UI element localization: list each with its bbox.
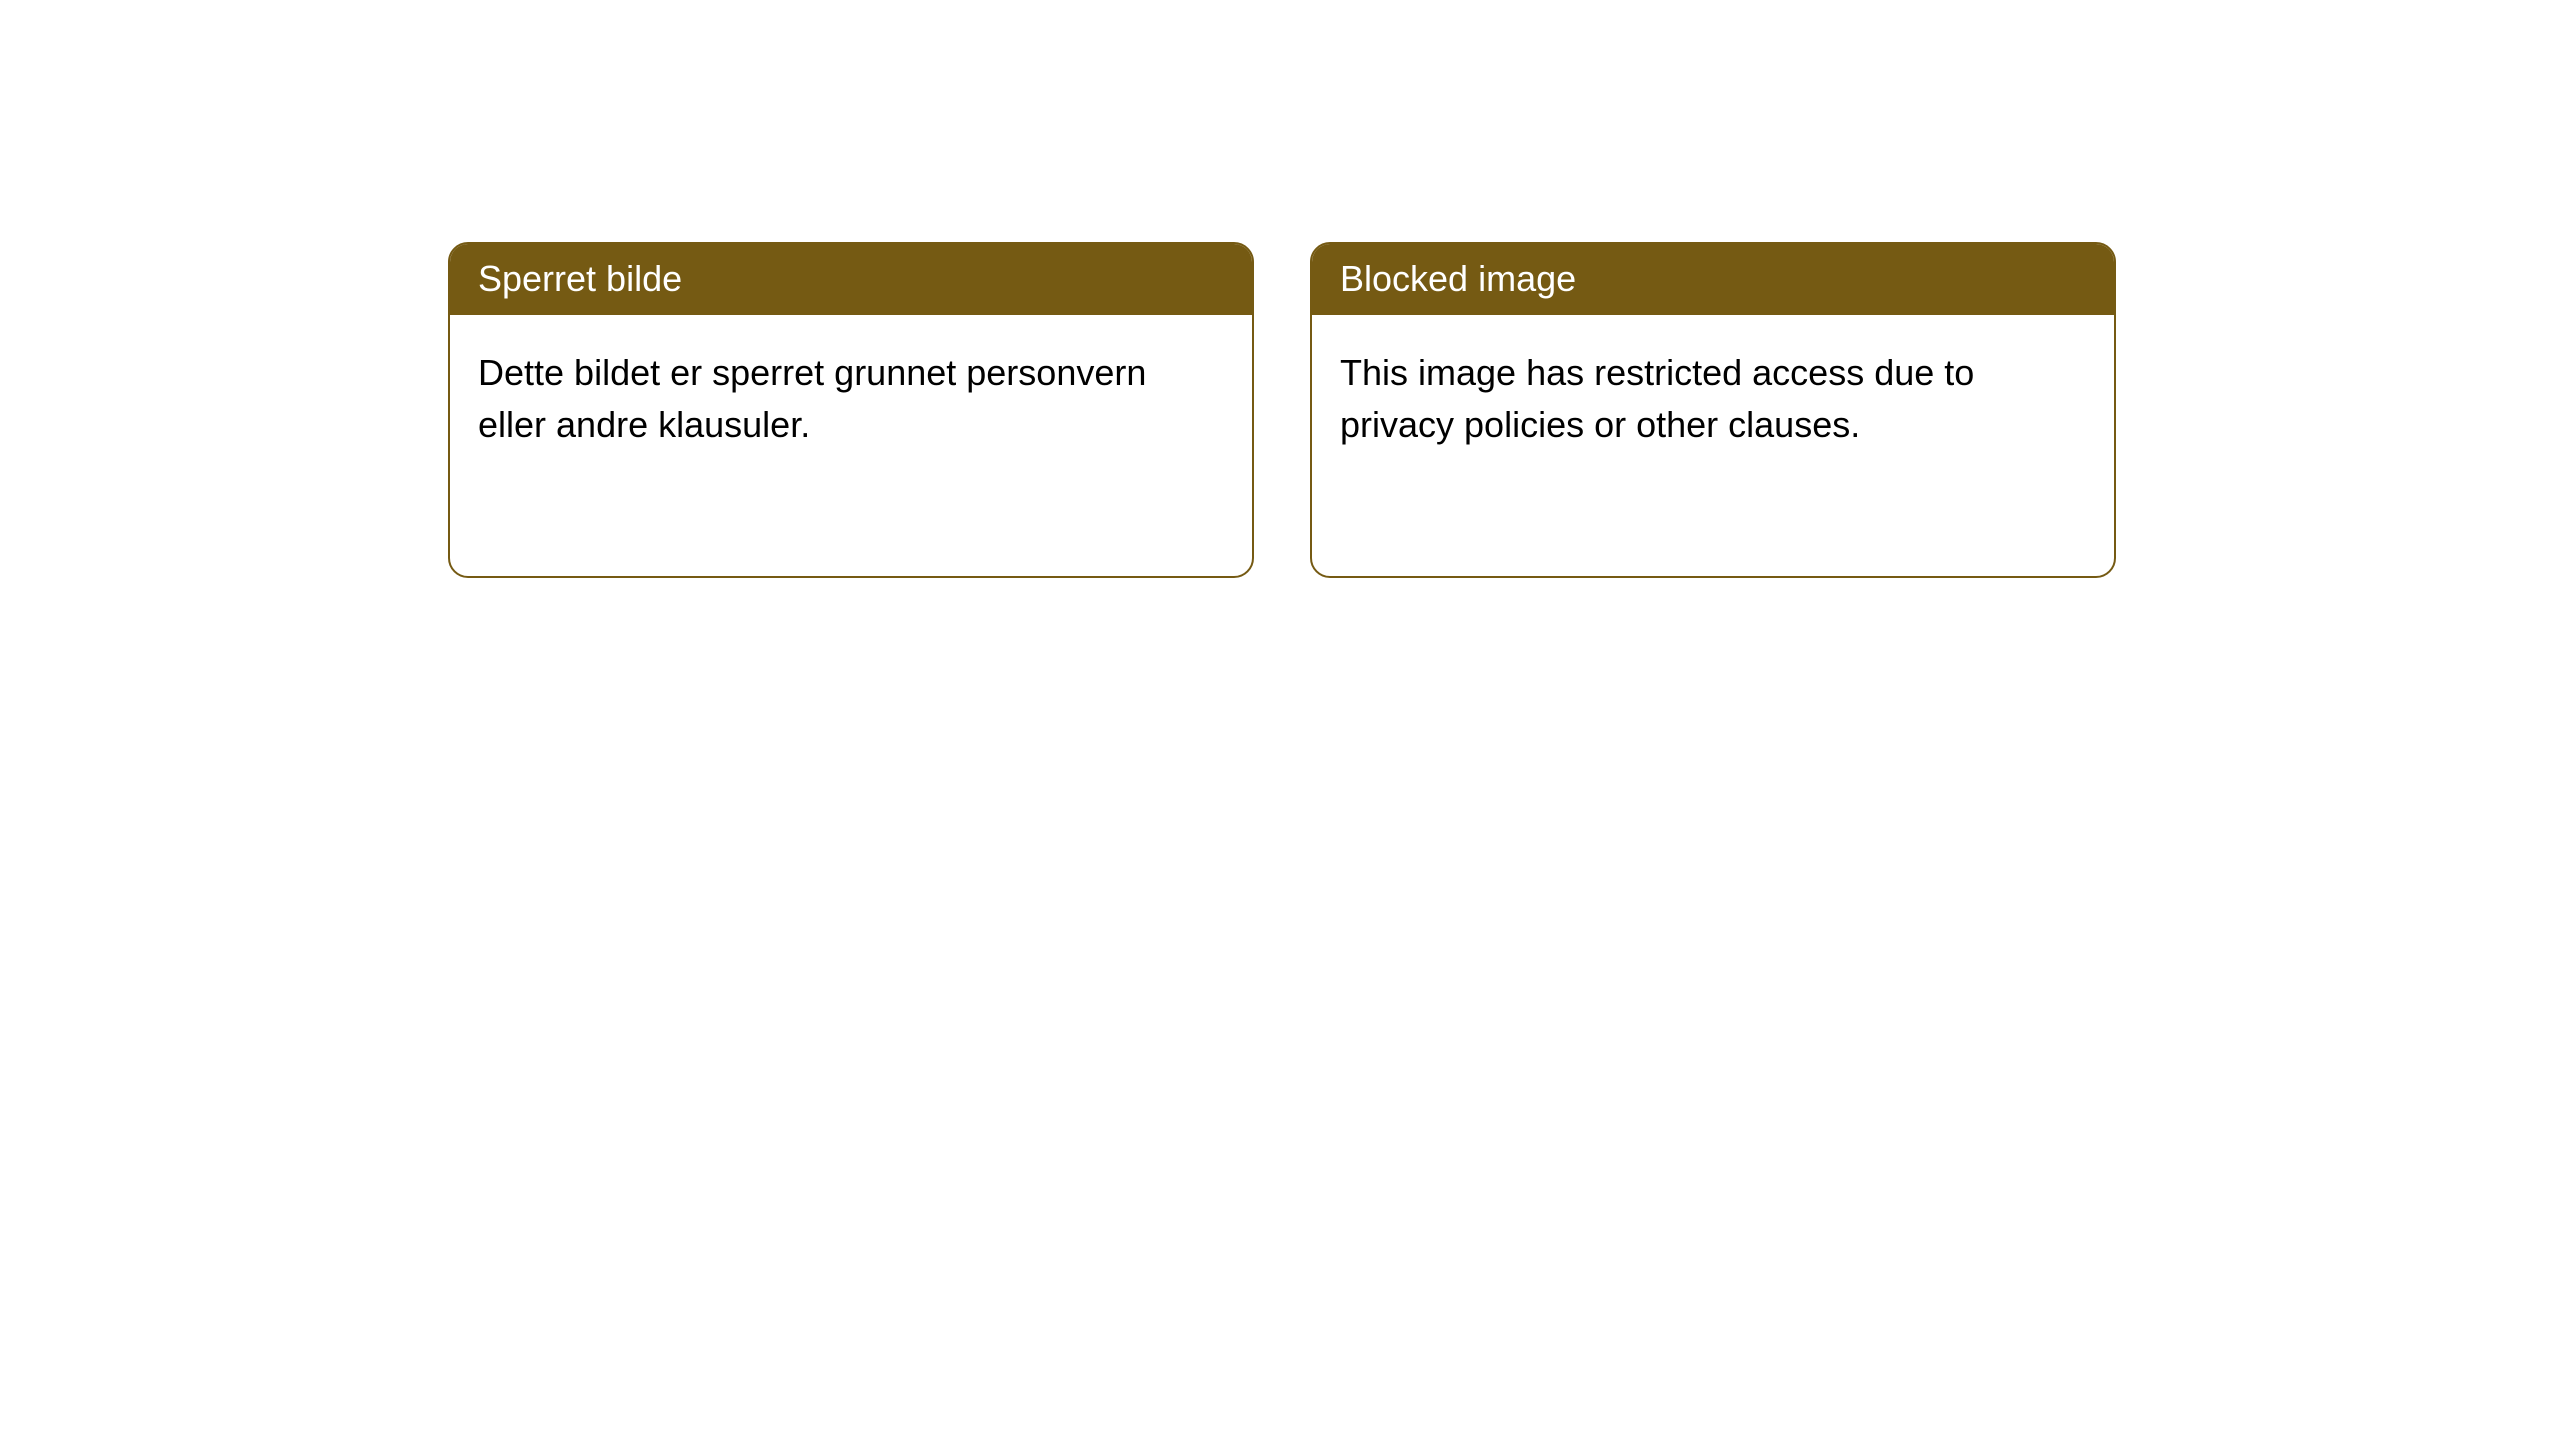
notice-card-english: Blocked image This image has restricted … [1310,242,2116,578]
card-body: This image has restricted access due to … [1312,315,2114,483]
card-title: Blocked image [1312,244,2114,315]
card-title: Sperret bilde [450,244,1252,315]
notice-container: Sperret bilde Dette bildet er sperret gr… [0,0,2560,578]
notice-card-norwegian: Sperret bilde Dette bildet er sperret gr… [448,242,1254,578]
card-body: Dette bildet er sperret grunnet personve… [450,315,1252,483]
